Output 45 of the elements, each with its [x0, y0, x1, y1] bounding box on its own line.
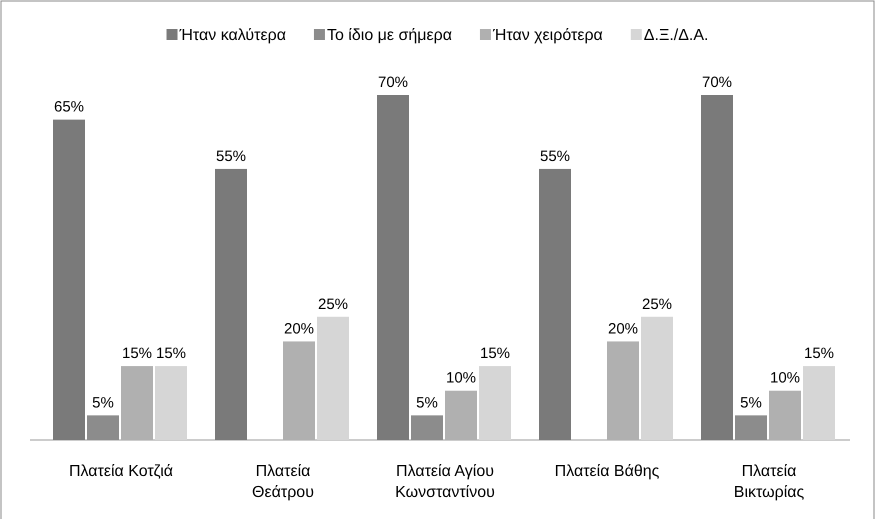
x-tick-label: Πλατεία Κοτζιά — [68, 463, 174, 480]
bar — [87, 415, 119, 440]
data-label: 15% — [122, 345, 152, 362]
data-label: 55% — [540, 148, 570, 165]
bar — [53, 120, 85, 440]
bar — [803, 366, 835, 440]
legend-label: Ήταν χειρότερα — [492, 27, 603, 44]
bar — [479, 366, 511, 440]
bar — [155, 366, 187, 440]
data-label: 25% — [642, 296, 672, 313]
x-tick-label: Πλατεία Βάθης — [554, 463, 660, 480]
data-label: 15% — [480, 345, 510, 362]
data-label: 25% — [318, 296, 348, 313]
bar — [317, 316, 349, 440]
data-label: 15% — [804, 345, 834, 362]
data-label: 20% — [284, 320, 314, 338]
bar — [411, 415, 443, 440]
legend-label: Το ίδιο με σήμερα — [326, 27, 452, 44]
x-tick-label: Πλατεία Βικτωρίας — [734, 463, 804, 501]
bar — [701, 95, 733, 440]
x-tick-label: Πλατεία Θεάτρου — [252, 463, 314, 501]
bar — [769, 390, 801, 440]
bar — [735, 415, 767, 440]
bar — [445, 390, 477, 440]
data-label: 5% — [740, 394, 762, 412]
data-label: 70% — [378, 74, 408, 91]
x-tick-label: Πλατεία Αγίου Κωνσταντίνου — [395, 463, 495, 501]
data-label: 55% — [216, 148, 246, 165]
data-label: 10% — [446, 370, 476, 387]
data-label: 20% — [608, 320, 638, 338]
bar — [377, 95, 409, 440]
bar — [607, 341, 639, 440]
bar — [121, 366, 153, 440]
data-label: 65% — [54, 98, 84, 116]
data-label: 15% — [156, 345, 186, 362]
bar — [283, 341, 315, 440]
data-label: 10% — [770, 370, 800, 387]
legend-label: Δ.Ξ./Δ.Α. — [644, 27, 708, 44]
bar — [641, 316, 673, 440]
data-label: 5% — [92, 394, 114, 412]
data-label: 70% — [702, 74, 732, 91]
bar — [539, 168, 571, 440]
legend-label: Ήταν καλύτερα — [178, 27, 286, 44]
data-label: 5% — [416, 394, 438, 412]
bar — [215, 168, 247, 440]
